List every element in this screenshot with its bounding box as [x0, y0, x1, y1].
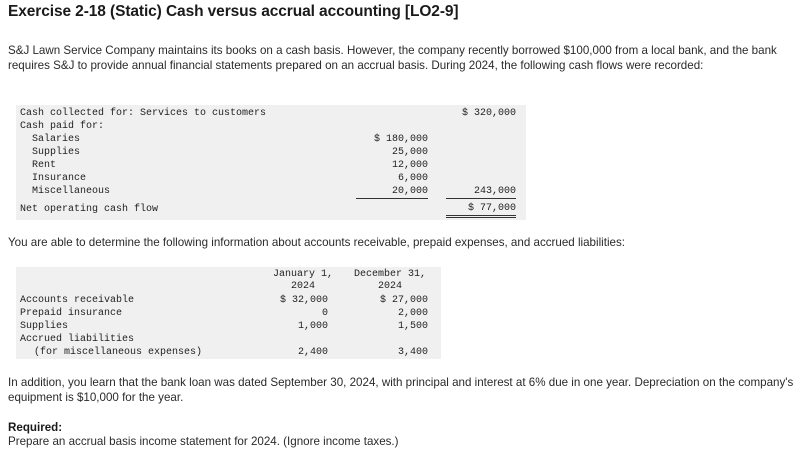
balance-table: January 1, 2024 December 31, 2024 Accoun…: [16, 267, 441, 359]
item-label-salaries: Salaries: [32, 134, 81, 145]
row-jan-prepaid-insurance: 0: [321, 308, 328, 319]
col-header-jan-line1: January 1,: [272, 269, 333, 280]
item-value-insurance: 6,000: [397, 173, 428, 184]
item-label-supplies: Supplies: [32, 147, 81, 158]
row-label-supplies: Supplies: [20, 321, 69, 332]
item-label-miscellaneous: Miscellaneous: [32, 186, 111, 197]
net-cash-flow-value: $ 77,000: [446, 202, 516, 218]
row-dec-prepaid-insurance: 2,000: [397, 308, 428, 319]
intro-paragraph: S&J Lawn Service Company maintains its b…: [8, 44, 777, 72]
exercise-title: Exercise 2-18 (Static) Cash versus accru…: [8, 3, 459, 20]
item-value-salaries: $ 180,000: [373, 134, 428, 145]
item-label-rent: Rent: [32, 160, 57, 171]
net-cash-flow-label: Net operating cash flow: [20, 204, 159, 215]
item-value-supplies: 25,000: [391, 147, 428, 158]
col-header-dec-line1: December 31,: [353, 269, 426, 280]
required-text: Prepare an accrual basis income statemen…: [8, 435, 399, 448]
cash-flow-table: Cash collected for: Services to customer…: [16, 105, 526, 220]
row-label-prepaid-insurance: Prepaid insurance: [20, 308, 123, 319]
row-jan-accrued-liabilities: 2,400: [297, 347, 328, 358]
item-value-miscellaneous: 20,000: [356, 185, 428, 199]
cash-paid-label: Cash paid for:: [20, 121, 105, 132]
row-jan-supplies: 1,000: [297, 321, 328, 332]
item-value-rent: 12,000: [391, 160, 428, 171]
col-header-dec-line2: 2024: [377, 281, 402, 292]
row-jan-accounts-receivable: $ 32,000: [279, 295, 328, 306]
row-label-accrued-liabilities: Accrued liabilities: [20, 334, 135, 345]
col-header-jan-line2: 2024: [290, 281, 315, 292]
row-label-accounts-receivable: Accounts receivable: [20, 295, 135, 306]
cash-collected-total: $ 320,000: [461, 108, 516, 119]
row-dec-accrued-liabilities: 3,400: [397, 347, 428, 358]
required-heading: Required:: [8, 421, 63, 434]
cash-collected-label: Cash collected for: Services to customer…: [20, 108, 267, 119]
row-dec-accounts-receivable: $ 27,000: [379, 295, 428, 306]
item-label-insurance: Insurance: [32, 173, 87, 184]
row-dec-supplies: 1,500: [397, 321, 428, 332]
accrual-intro: You are able to determine the following …: [8, 236, 625, 249]
cash-paid-total: 243,000: [446, 185, 516, 199]
additional-info: In addition, you learn that the bank loa…: [8, 376, 794, 404]
row-sublabel-accrued-liabilities: (for miscellaneous expenses): [34, 347, 203, 358]
